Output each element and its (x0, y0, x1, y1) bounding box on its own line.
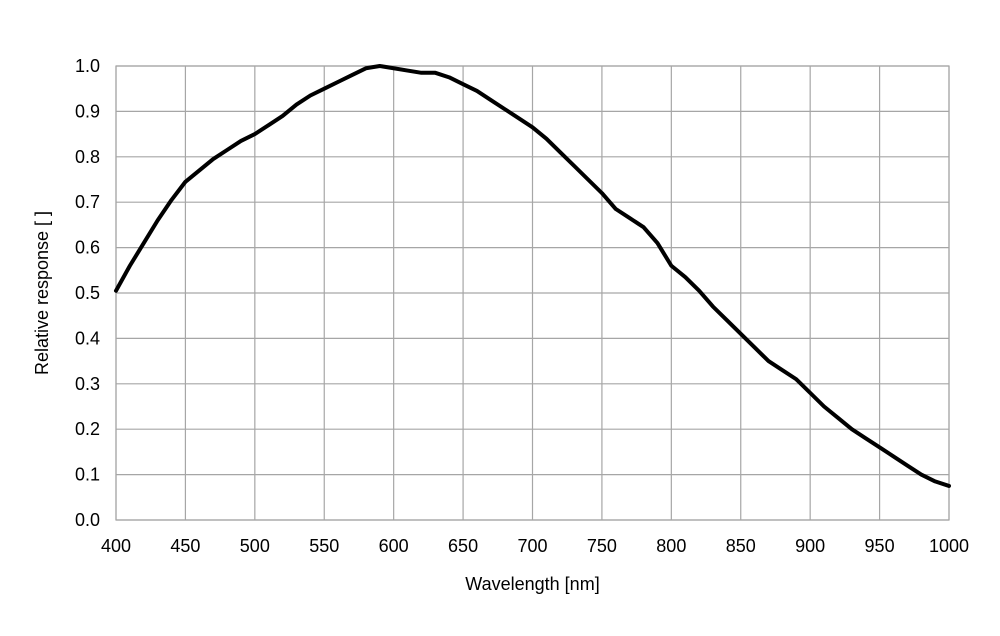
x-tick-label: 450 (170, 536, 200, 556)
x-tick-label: 700 (517, 536, 547, 556)
y-tick-label: 0.8 (75, 147, 100, 167)
y-tick-label: 0.9 (75, 101, 100, 121)
x-tick-label: 900 (795, 536, 825, 556)
y-axis-label: Relative response [ ] (32, 211, 52, 375)
x-tick-label: 750 (587, 536, 617, 556)
series-group (114, 64, 951, 488)
y-tick-label: 0.7 (75, 192, 100, 212)
series-line (114, 64, 951, 488)
tick-labels: 400 450 500 550 600 650 700 750 800 850 900 950 1000… (75, 56, 969, 556)
x-tick-label: 800 (656, 536, 686, 556)
x-tick-label: 400 (101, 536, 131, 556)
y-tick-label: 0.0 (75, 510, 100, 530)
x-tick-label: 950 (865, 536, 895, 556)
y-tick-label: 1.0 (75, 56, 100, 76)
x-tick-label: 500 (240, 536, 270, 556)
x-tick-label: 550 (309, 536, 339, 556)
y-tick-label: 0.4 (75, 328, 100, 348)
x-tick-label: 600 (379, 536, 409, 556)
y-tick-label: 0.5 (75, 283, 100, 303)
x-axis-label: Wavelength [nm] (465, 574, 599, 594)
y-tick-label: 0.1 (75, 465, 100, 485)
x-tick-label: 1000 (929, 536, 969, 556)
y-tick-label: 0.2 (75, 419, 100, 439)
plot-border (115, 65, 950, 521)
grid (115, 65, 950, 521)
y-tick-label: 0.6 (75, 238, 100, 258)
x-tick-label: 850 (726, 536, 756, 556)
y-tick-label: 0.3 (75, 374, 100, 394)
x-tick-label: 650 (448, 536, 478, 556)
